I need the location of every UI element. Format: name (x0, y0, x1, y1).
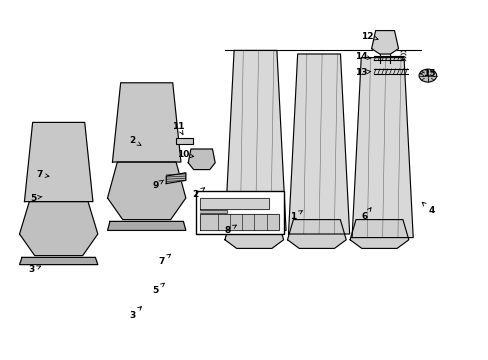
Polygon shape (107, 221, 185, 230)
Polygon shape (20, 202, 98, 256)
Polygon shape (371, 31, 398, 54)
Polygon shape (287, 220, 346, 248)
Text: 15: 15 (419, 69, 435, 78)
Circle shape (418, 69, 436, 82)
Text: 1: 1 (290, 211, 302, 220)
Text: 11: 11 (172, 122, 184, 134)
Polygon shape (224, 220, 283, 248)
Polygon shape (200, 198, 268, 209)
Polygon shape (24, 122, 93, 202)
Text: 12: 12 (361, 32, 377, 41)
Polygon shape (200, 214, 278, 230)
Polygon shape (200, 210, 227, 213)
Text: 3: 3 (29, 266, 41, 275)
Polygon shape (166, 173, 185, 184)
Text: 7: 7 (36, 170, 49, 179)
Polygon shape (107, 162, 185, 220)
Bar (176, 138, 193, 144)
Text: 2: 2 (192, 188, 204, 199)
Text: 13: 13 (354, 68, 370, 77)
Text: 10: 10 (177, 150, 193, 159)
Polygon shape (20, 257, 98, 265)
Text: 8: 8 (224, 225, 236, 235)
Polygon shape (351, 58, 412, 238)
Text: 14: 14 (354, 53, 370, 62)
Text: 4: 4 (421, 202, 434, 215)
Polygon shape (224, 50, 285, 230)
Text: 2: 2 (129, 136, 141, 145)
Polygon shape (112, 83, 181, 162)
Text: 3: 3 (129, 307, 141, 320)
Text: 9: 9 (152, 180, 163, 190)
Bar (195, 191, 283, 234)
Polygon shape (288, 54, 349, 234)
Text: 5: 5 (30, 194, 42, 202)
Polygon shape (188, 149, 215, 170)
Text: 7: 7 (158, 254, 170, 266)
Text: 5: 5 (152, 283, 164, 295)
Text: 6: 6 (361, 208, 370, 220)
Polygon shape (349, 220, 408, 248)
